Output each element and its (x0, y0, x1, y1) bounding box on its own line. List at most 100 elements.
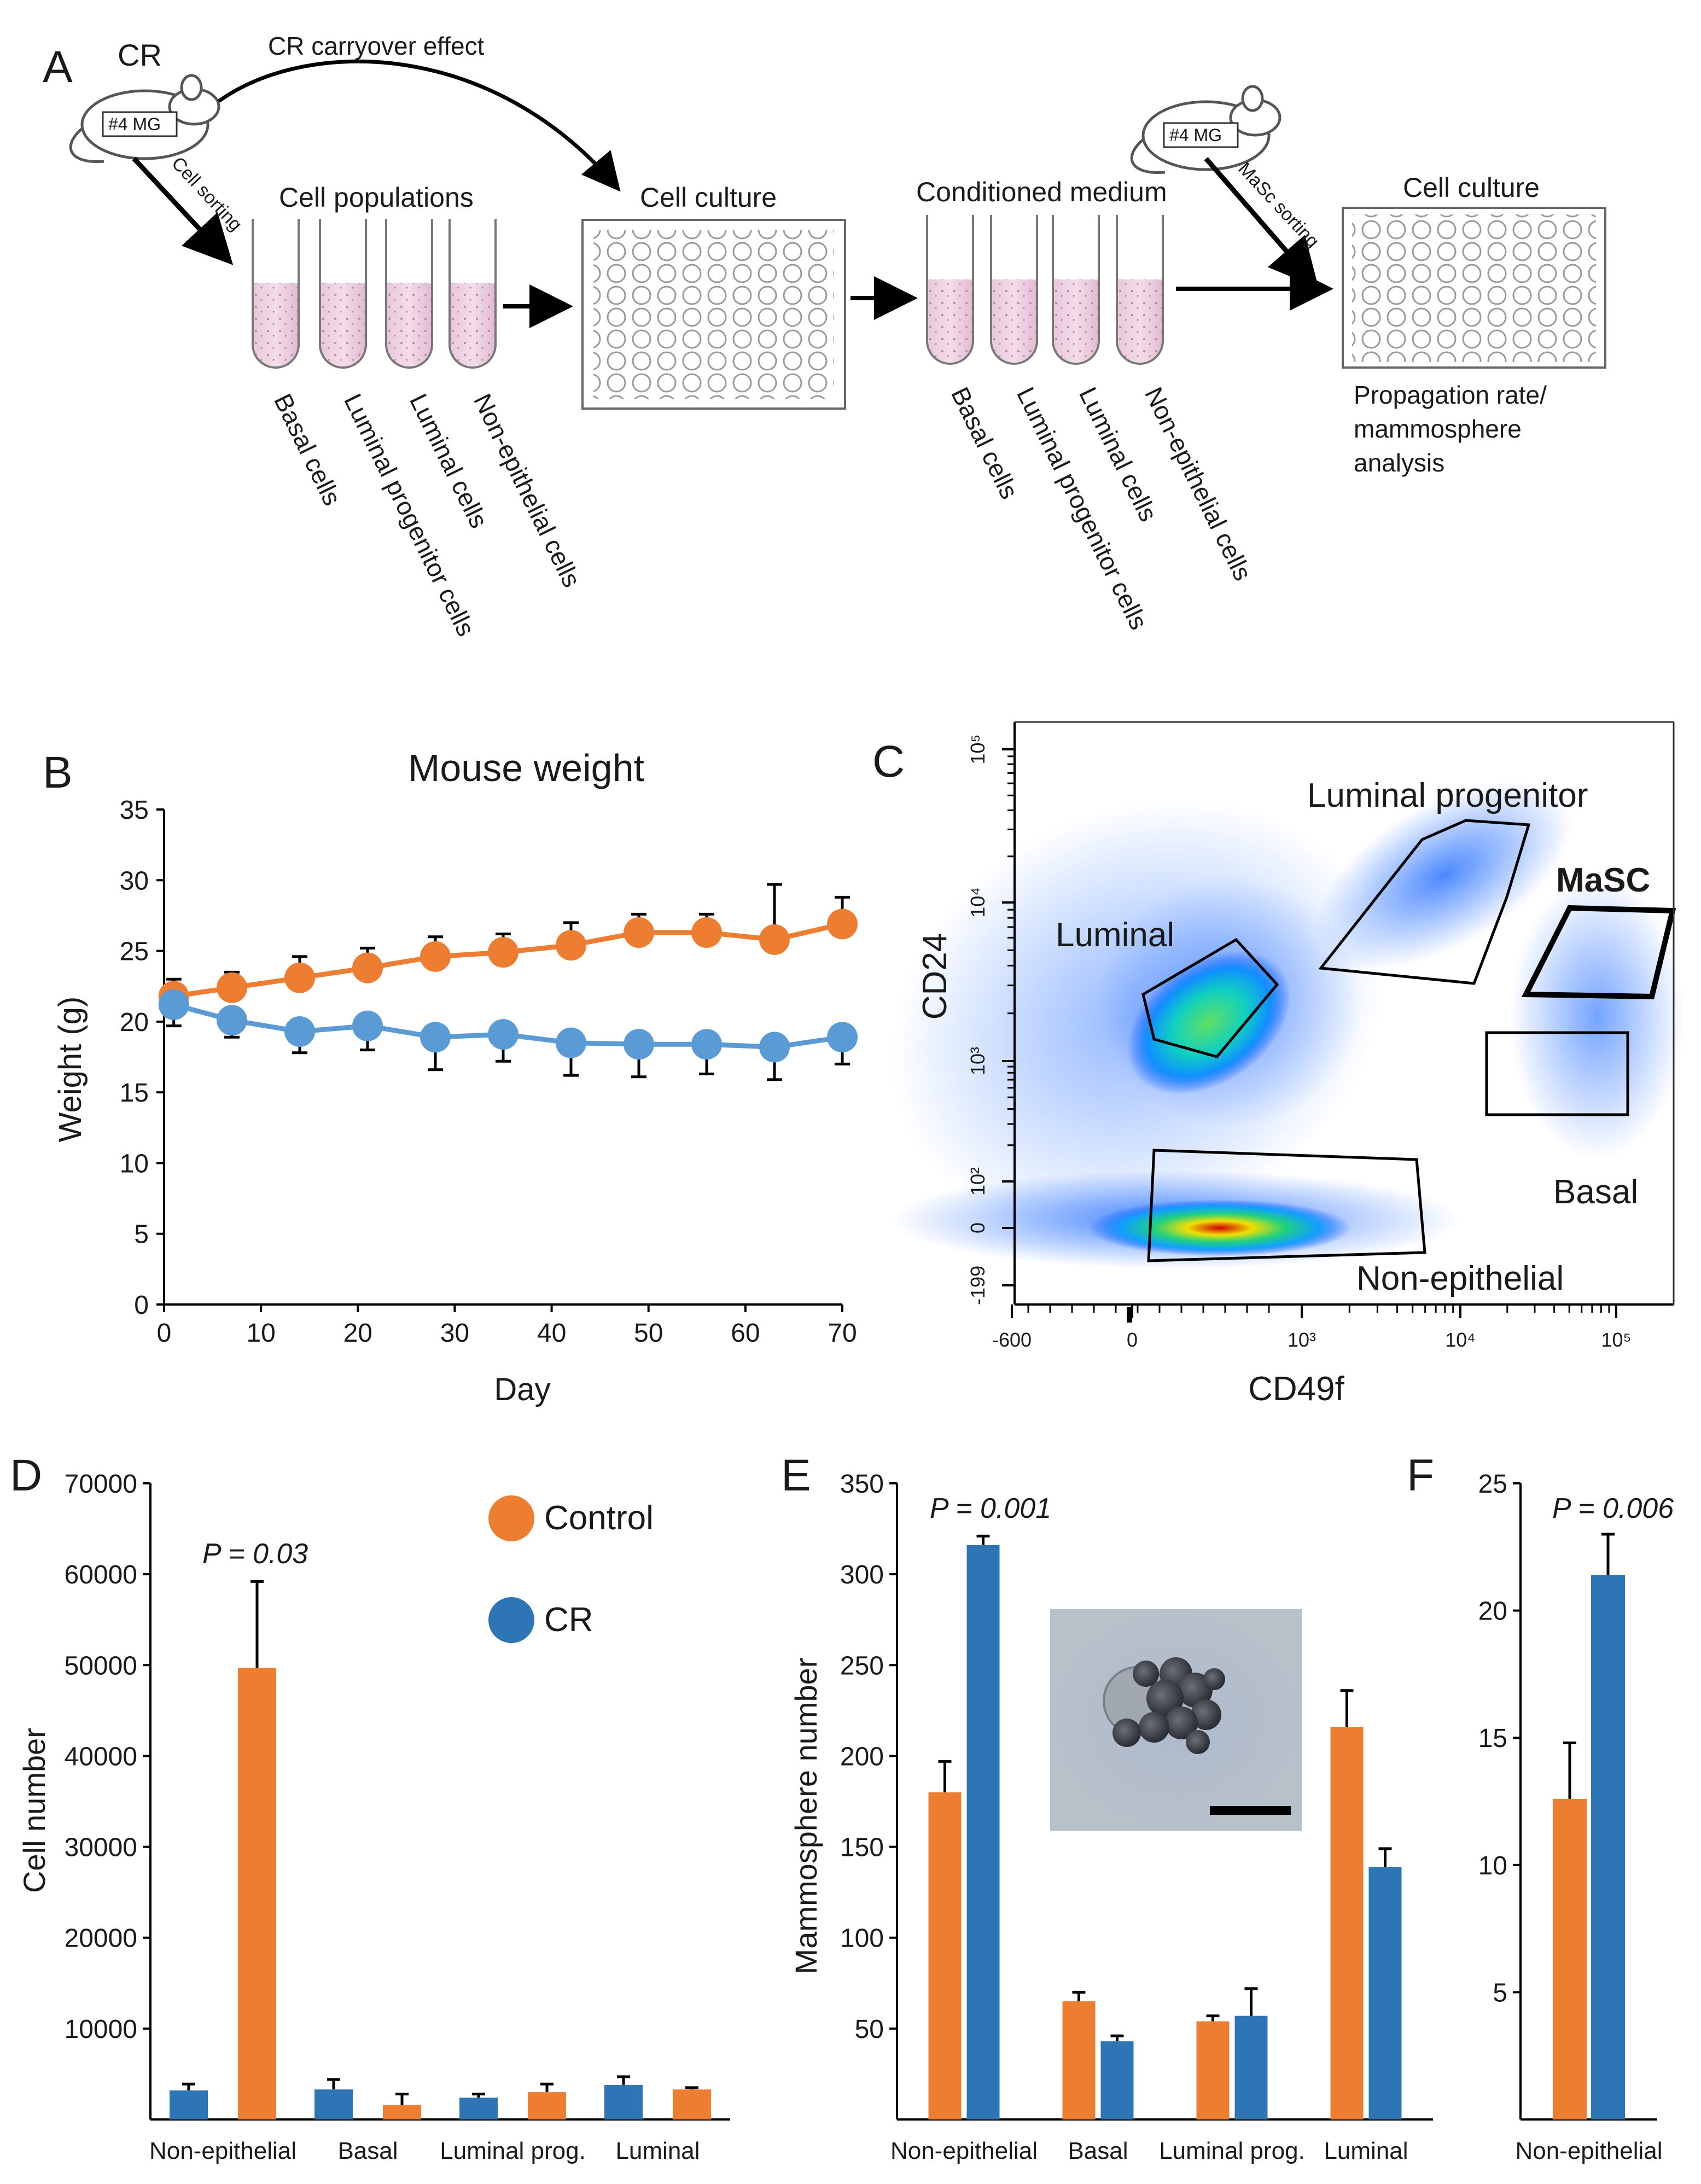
panel-d: D Cell number P = 0.03 10000 20000 30000 40… (10, 1451, 730, 2164)
panel-b-label: B (43, 748, 73, 797)
gate-label-basal: Basal (1553, 1173, 1638, 1211)
y-tick-label: 20 (120, 1008, 149, 1037)
y-tick-label: 25 (120, 937, 149, 966)
y-tick-label: 150 (840, 1833, 884, 1862)
y-tick-label: 0 (134, 1291, 149, 1320)
gate-masc (1521, 905, 1676, 1000)
tube (1052, 215, 1100, 365)
y-tick-label: 20 (1478, 1597, 1507, 1626)
analysis-line-3: analysis (1354, 449, 1444, 477)
category-label: Luminal (1324, 2138, 1408, 2164)
bar-control (1330, 1727, 1364, 2119)
data-point-control (420, 941, 451, 972)
data-point-cr (352, 1010, 383, 1041)
category-label: Luminal prog. (1159, 2138, 1305, 2164)
legend-control-marker (488, 1495, 534, 1541)
y-tick-label: 30000 (65, 1833, 137, 1862)
mammosphere-micrograph (1050, 1609, 1302, 1831)
bar-cr (1234, 2016, 1268, 2119)
flow-y-tick-label: -199 (966, 1266, 989, 1305)
data-point-control (624, 917, 654, 948)
y-tick-label: 5 (1493, 1978, 1507, 2007)
y-tick-label: 35 (120, 796, 149, 825)
mouse-icon-2: #4 MG (1130, 85, 1281, 174)
data-point-cr (556, 1027, 586, 1058)
data-point-cr (488, 1019, 519, 1050)
panel-a-label: A (43, 42, 73, 92)
analysis-line-2: mammosphere (1354, 415, 1522, 443)
data-point-cr (759, 1032, 790, 1063)
legend-cr-label: CR (544, 1601, 593, 1639)
panel-d-pvalue: P = 0.03 (202, 1538, 308, 1570)
masc-sorting-arrow (1204, 157, 1319, 288)
data-point-control (556, 930, 586, 961)
y-tick-label: 10 (120, 1149, 149, 1178)
data-point-cr (284, 1016, 315, 1047)
data-point-control (691, 917, 722, 948)
y-tick-label: 350 (840, 1470, 884, 1499)
data-point-control (759, 924, 790, 955)
bar-control (1196, 2021, 1230, 2119)
weight-line-chart: 0 5 10 15 20 25 30 35 0 10 20 30 40 50 60 70 (120, 796, 858, 1348)
flow-ylabel: CD24 (916, 933, 954, 1020)
data-point-cr (158, 989, 189, 1020)
gate-label-masc: MaSC (1556, 861, 1650, 899)
analysis-line-1: Propagation rate/ (1354, 381, 1547, 409)
data-point-control (217, 972, 247, 1003)
y-tick-label: 10 (1478, 1851, 1507, 1880)
data-point-control (352, 952, 383, 983)
mouse-icon: #4 MG (69, 74, 220, 164)
scale-bar (1210, 1806, 1291, 1815)
bar-control (383, 2105, 421, 2119)
x-tick-label: 10 (246, 1319, 275, 1348)
tube-label-luminal-progenitor: Luminal progenitor cells (339, 389, 481, 640)
y-tick-label: 50 (855, 2015, 884, 2044)
carryover-arrow (217, 59, 621, 192)
y-tick-label: 300 (840, 1560, 884, 1589)
conditioned-medium-title: Conditioned medium (916, 177, 1167, 207)
panel-d-label: D (10, 1451, 42, 1500)
data-point-cr (691, 1029, 722, 1060)
panel-b-title: Mouse weight (408, 747, 644, 789)
flow-x-tick-label: -600 (992, 1329, 1032, 1351)
bar-cr (604, 2084, 643, 2119)
flow-y-tick-label: 10³ (966, 1047, 989, 1075)
category-label: Basal (337, 2138, 398, 2164)
panel-d-ylabel: Cell number (17, 1728, 51, 1893)
gate-non-epithelial (1147, 1149, 1426, 1262)
culture-plate-2 (1342, 207, 1606, 369)
gate-label-luminal: Luminal (1056, 916, 1174, 954)
cell-culture-title: Cell culture (640, 182, 777, 213)
data-point-control (488, 937, 519, 968)
legend-cr-marker (488, 1597, 534, 1643)
cell-populations-title: Cell populations (279, 182, 474, 213)
panel-e-label: E (781, 1451, 811, 1500)
panel-b: B Mouse weight Weight (g) Day 0 5 10 15 20 25… (43, 747, 858, 1407)
data-point-cr (827, 1022, 858, 1053)
cell-culture-title-2: Cell culture (1403, 172, 1540, 203)
panel-b-ylabel: Weight (g) (53, 997, 88, 1142)
bar-control (673, 2089, 711, 2119)
legend-control-label: Control (544, 1499, 654, 1537)
x-tick-label: 30 (440, 1319, 469, 1348)
tube-label-non-epithelial-2: Non-epithelial cells (1139, 383, 1257, 585)
bar-control (1553, 1798, 1587, 2119)
bar-cr (314, 2089, 353, 2119)
bar-cr (170, 2090, 208, 2119)
bar-control (928, 1792, 962, 2119)
bar-cr (1100, 2041, 1134, 2119)
gate-label-non-epithelial: Non-epithelial (1356, 1260, 1564, 1297)
tube (448, 219, 497, 369)
tube (990, 215, 1038, 365)
gate-luminal (1141, 937, 1279, 1058)
gate-luminal-progenitor (1318, 819, 1531, 985)
flow-axis-ticks: 10⁵ 10⁴ 10³ 10² 0 -199 -600 0 10³ 10⁴ 10⁵ (966, 735, 1631, 1351)
tube (252, 219, 300, 369)
category-label: Non-epithelial (890, 2138, 1038, 2164)
category-label: Luminal (615, 2138, 700, 2164)
flow-x-tick-label: 10⁵ (1601, 1329, 1632, 1351)
panel-e-ylabel: Mammosphere number (789, 1658, 823, 1975)
gate-label-luminal-progenitor: Luminal progenitor (1307, 777, 1588, 814)
